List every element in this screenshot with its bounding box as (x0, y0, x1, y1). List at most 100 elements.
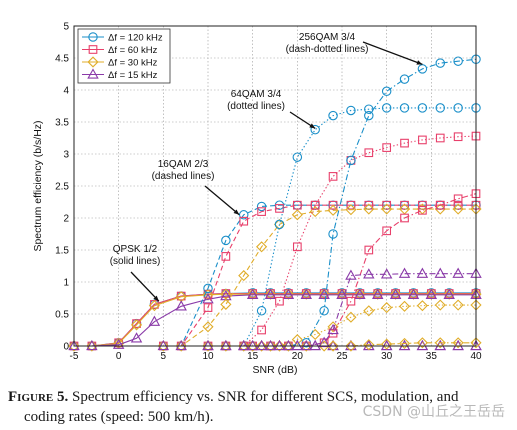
series-line (208, 135, 477, 347)
caption-line-1: Figure 5. Spectrum efficiency vs. SNR fo… (8, 389, 458, 406)
y-tick-label: 3 (63, 150, 69, 161)
y-tick-label: 3.5 (55, 118, 69, 129)
data-point (382, 226, 392, 236)
annotation: QPSK 1/2(solid lines) (110, 244, 160, 302)
data-point (148, 315, 161, 326)
arrow-head (233, 209, 240, 215)
y-tick-label: 2.5 (55, 182, 69, 193)
x-tick-label: 15 (247, 351, 259, 362)
data-point (407, 288, 420, 300)
data-point (452, 267, 464, 278)
data-point (400, 200, 409, 210)
data-point (300, 339, 313, 351)
data-point (381, 203, 393, 215)
data-point (264, 339, 277, 351)
data-point (381, 86, 392, 97)
y-tick-label: 2 (63, 214, 69, 225)
data-point (453, 56, 463, 66)
data-point (256, 340, 268, 352)
data-point (363, 268, 375, 279)
data-point (247, 340, 259, 352)
data-point (407, 288, 420, 299)
annotation-arrow (130, 271, 160, 302)
data-point (318, 288, 330, 299)
series-qpsk-1-2-30kHz (68, 288, 482, 352)
data-point (220, 340, 232, 352)
data-point (364, 245, 374, 255)
data-point (239, 216, 249, 226)
annotation-text: 64QAM 3/4 (231, 89, 282, 100)
data-point (300, 288, 312, 300)
y-tick-label: 4 (63, 86, 69, 97)
data-point (256, 306, 267, 316)
data-point (434, 267, 447, 278)
data-point (470, 337, 482, 349)
data-point (398, 300, 411, 312)
data-point (292, 242, 302, 252)
series-line (208, 304, 476, 347)
data-point (345, 204, 357, 216)
data-point (130, 319, 143, 331)
x-tick-label: 20 (292, 351, 304, 362)
y-tick-label: 0 (63, 342, 69, 353)
data-point (327, 323, 339, 335)
annotation-text: 256QAM 3/4 (299, 32, 356, 43)
annotations: 256QAM 3/4(dash-dotted lines) 64QAM 3/4 (d… (110, 32, 423, 302)
data-point (363, 339, 375, 351)
data-point (319, 306, 329, 316)
data-point (282, 288, 294, 300)
legend-label: Δf = 30 kHz (108, 58, 158, 69)
data-point (327, 339, 339, 351)
watermark: CSDN @山丘之王岳岳 (362, 404, 505, 420)
data-point (256, 201, 267, 212)
data-point (354, 288, 366, 300)
series-line (163, 208, 476, 347)
series-line (74, 293, 476, 347)
annotation-text: (dashed lines) (152, 171, 215, 182)
data-point (238, 270, 250, 282)
caption-text-1: Spectrum efficiency vs. SNR for differen… (71, 389, 459, 405)
data-point (202, 293, 214, 304)
legend-label: Δf = 60 kHz (108, 45, 158, 56)
data-point (453, 194, 463, 204)
arrow-head (309, 123, 316, 129)
annotation: 256QAM 3/4(dash-dotted lines) (286, 32, 423, 66)
x-tick-label: 5 (161, 351, 167, 362)
caption-text-2: coding rates (speed: 500 km/h). (24, 409, 214, 425)
data-point (282, 288, 295, 299)
y-tick-label: 0.5 (55, 310, 69, 321)
data-point (435, 103, 446, 113)
data-point (453, 103, 463, 113)
data-point (157, 339, 170, 351)
y-tick-label: 4.5 (55, 54, 69, 65)
y-tick-label: 1 (63, 278, 69, 289)
data-point (389, 288, 402, 299)
data-point (309, 206, 321, 218)
data-point (112, 338, 125, 349)
spectrum-efficiency-chart: -5 0 5 10 15 20 25 30 35 4000.511.522.533.544.55 … (32, 21, 482, 376)
data-point (400, 138, 409, 148)
data-point (203, 303, 213, 312)
series-line (74, 292, 476, 347)
data-point (292, 200, 302, 210)
arrow-head (153, 295, 159, 302)
data-point (300, 288, 313, 299)
data-point (363, 203, 375, 215)
data-point (310, 124, 320, 135)
data-point (416, 337, 428, 349)
data-point (354, 288, 366, 299)
data-point (418, 135, 427, 145)
data-point (246, 288, 259, 299)
data-point (381, 302, 393, 314)
data-point (371, 288, 384, 299)
legend-marker (88, 32, 98, 42)
caption-label: Figure 5. (8, 389, 69, 405)
x-tick-label: 35 (426, 351, 438, 362)
data-point (175, 339, 187, 351)
x-tick-label: 40 (470, 351, 482, 362)
data-point (327, 321, 339, 333)
legend-marker (87, 56, 99, 68)
data-point (346, 200, 356, 210)
plot-frame (73, 25, 477, 347)
